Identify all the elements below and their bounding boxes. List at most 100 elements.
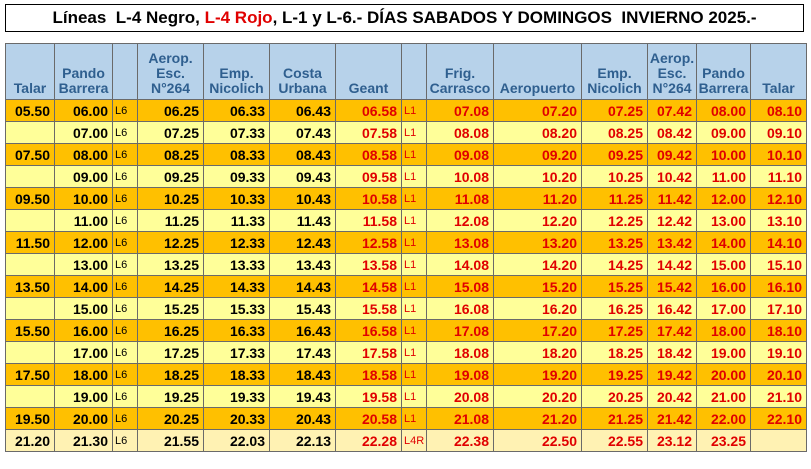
time-cell: 10.42 bbox=[647, 165, 697, 188]
time-cell: 16.08 bbox=[426, 297, 494, 320]
time-cell: 23.25 bbox=[696, 429, 751, 452]
time-cell: 12.00 bbox=[54, 231, 113, 254]
time-cell: 09.42 bbox=[647, 143, 697, 166]
column-header-11: Aerop. Esc. N°264 bbox=[647, 43, 697, 100]
time-cell: 06.58 bbox=[335, 99, 402, 122]
time-cell: 07.20 bbox=[493, 99, 582, 122]
time-cell: 18.20 bbox=[493, 341, 582, 364]
time-cell: 12.25 bbox=[581, 209, 648, 232]
table-row: 15.00 L6 15.25 15.33 15.43 15.58 L1 16.08 16.20 1… bbox=[5, 297, 807, 320]
time-cell: 16.43 bbox=[269, 319, 336, 342]
time-cell: 07.25 bbox=[137, 121, 204, 144]
column-header-13: Talar bbox=[750, 43, 807, 100]
line-code-cell: L1 bbox=[401, 165, 427, 188]
time-cell: 15.43 bbox=[269, 297, 336, 320]
column-header-5: Costa Urbana bbox=[269, 43, 336, 100]
time-cell bbox=[750, 429, 807, 452]
time-cell: 21.10 bbox=[750, 385, 807, 408]
time-cell: 08.00 bbox=[696, 99, 751, 122]
line-code-cell: L1 bbox=[401, 407, 427, 430]
title-part-3: , L-1 y L-6.- DÍAS SABADOS Y DOMINGOS IN… bbox=[272, 8, 757, 27]
time-cell: 21.20 bbox=[5, 429, 55, 452]
time-cell: 13.43 bbox=[269, 253, 336, 276]
time-cell: 19.42 bbox=[647, 363, 697, 386]
line-code-cell: L1 bbox=[401, 143, 427, 166]
time-cell: 05.50 bbox=[5, 99, 55, 122]
time-cell: 14.10 bbox=[750, 231, 807, 254]
time-cell: 07.58 bbox=[335, 121, 402, 144]
time-cell: 19.20 bbox=[493, 363, 582, 386]
time-cell: 18.00 bbox=[696, 319, 751, 342]
column-header-1: Pando Barrera bbox=[54, 43, 113, 100]
time-cell: 16.58 bbox=[335, 319, 402, 342]
time-cell: 15.20 bbox=[493, 275, 582, 298]
time-cell: 06.00 bbox=[54, 99, 113, 122]
time-cell: 09.25 bbox=[581, 143, 648, 166]
time-cell: 10.25 bbox=[581, 165, 648, 188]
line-code-cell: L6 bbox=[112, 187, 138, 210]
time-cell: 12.08 bbox=[426, 209, 494, 232]
table-row: 13.00 L6 13.25 13.33 13.43 13.58 L1 14.08 14.20 1… bbox=[5, 253, 807, 276]
time-cell: 14.00 bbox=[54, 275, 113, 298]
line-code-cell: L1 bbox=[401, 297, 427, 320]
line-code-cell: L6 bbox=[112, 385, 138, 408]
table-row: 17.50 18.00 L6 18.25 18.33 18.43 18.58 L1 19.08 1… bbox=[5, 363, 807, 386]
table-row: 11.50 12.00 L6 12.25 12.33 12.43 12.58 L1 13.08 1… bbox=[5, 231, 807, 254]
time-cell: 13.58 bbox=[335, 253, 402, 276]
line-code-cell: L1 bbox=[401, 253, 427, 276]
time-cell: 17.58 bbox=[335, 341, 402, 364]
time-cell: 13.50 bbox=[5, 275, 55, 298]
time-cell: 15.00 bbox=[54, 297, 113, 320]
line-code-cell: L1 bbox=[401, 319, 427, 342]
time-cell: 21.55 bbox=[137, 429, 204, 452]
time-cell: 17.20 bbox=[493, 319, 582, 342]
line-code-cell: L1 bbox=[401, 341, 427, 364]
title-part-2: L-4 Rojo bbox=[204, 8, 273, 27]
time-cell: 21.30 bbox=[54, 429, 113, 452]
time-cell: 07.33 bbox=[203, 121, 270, 144]
table-row: 13.50 14.00 L6 14.25 14.33 14.43 14.58 L1 15.08 1… bbox=[5, 275, 807, 298]
line-code-cell: L6 bbox=[112, 143, 138, 166]
time-cell bbox=[5, 121, 55, 144]
time-cell: 22.00 bbox=[696, 407, 751, 430]
time-cell: 20.20 bbox=[493, 385, 582, 408]
time-cell: 13.10 bbox=[750, 209, 807, 232]
time-cell bbox=[5, 297, 55, 320]
time-cell: 06.33 bbox=[203, 99, 270, 122]
time-cell: 12.00 bbox=[696, 187, 751, 210]
schedule-body: 05.50 06.00 L6 06.25 06.33 06.43 06.58 L1 07.08 0… bbox=[5, 99, 807, 452]
time-cell: 09.58 bbox=[335, 165, 402, 188]
time-cell: 09.08 bbox=[426, 143, 494, 166]
time-cell: 14.33 bbox=[203, 275, 270, 298]
time-cell: 20.10 bbox=[750, 363, 807, 386]
time-cell: 17.50 bbox=[5, 363, 55, 386]
schedule-table: Talar Pando Barrera Aerop. Esc. N°264 Emp. Nico… bbox=[5, 43, 807, 452]
time-cell: 06.43 bbox=[269, 99, 336, 122]
time-cell: 14.20 bbox=[493, 253, 582, 276]
time-cell: 21.00 bbox=[696, 385, 751, 408]
time-cell: 20.25 bbox=[581, 385, 648, 408]
time-cell: 09.25 bbox=[137, 165, 204, 188]
time-cell: 21.08 bbox=[426, 407, 494, 430]
time-cell: 09.00 bbox=[54, 165, 113, 188]
time-cell: 21.25 bbox=[581, 407, 648, 430]
time-cell: 14.42 bbox=[647, 253, 697, 276]
table-row: 05.50 06.00 L6 06.25 06.33 06.43 06.58 L1 07.08 0… bbox=[5, 99, 807, 122]
time-cell: 08.20 bbox=[493, 121, 582, 144]
time-cell: 12.42 bbox=[647, 209, 697, 232]
time-cell: 16.00 bbox=[696, 275, 751, 298]
time-cell: 15.10 bbox=[750, 253, 807, 276]
time-cell: 19.58 bbox=[335, 385, 402, 408]
time-cell bbox=[5, 165, 55, 188]
column-header-7 bbox=[401, 43, 427, 100]
time-cell: 16.25 bbox=[581, 297, 648, 320]
line-code-cell: L6 bbox=[112, 165, 138, 188]
time-cell: 22.38 bbox=[426, 429, 494, 452]
time-cell: 09.43 bbox=[269, 165, 336, 188]
header-row: Talar Pando Barrera Aerop. Esc. N°264 Emp. Nico… bbox=[5, 43, 807, 100]
time-cell bbox=[5, 385, 55, 408]
time-cell: 18.42 bbox=[647, 341, 697, 364]
line-code-cell: L1 bbox=[401, 187, 427, 210]
time-cell: 17.00 bbox=[696, 297, 751, 320]
time-cell: 10.43 bbox=[269, 187, 336, 210]
